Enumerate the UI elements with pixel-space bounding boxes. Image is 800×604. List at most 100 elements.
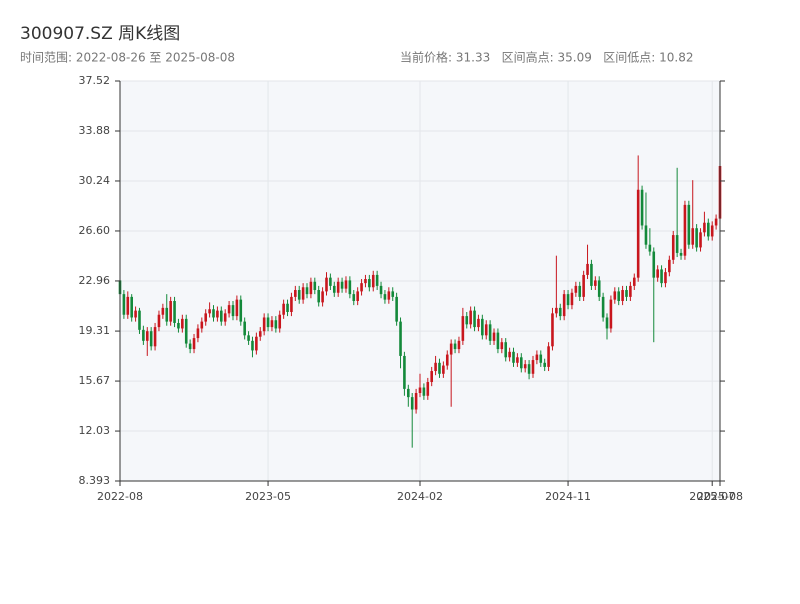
candle-body [558, 307, 562, 317]
y-tick-label: 15.67 [79, 374, 111, 387]
candle-body [321, 291, 324, 303]
candle-body [371, 274, 375, 288]
candle-body [469, 310, 472, 325]
candle-body [683, 204, 687, 256]
candle-body [126, 296, 130, 315]
candle-body [173, 301, 176, 323]
candle-body [192, 338, 196, 350]
candle-body [660, 269, 663, 284]
candle-body [512, 351, 515, 363]
candle-body [578, 285, 582, 297]
candle-body [278, 314, 282, 329]
candle-body [181, 318, 184, 329]
chart-title: 300907.SZ 周K线图 [20, 24, 180, 44]
candle-body [656, 269, 659, 278]
x-tick-label: 2023-05 [245, 490, 291, 503]
candle-body [594, 280, 597, 286]
candle-body [395, 296, 398, 322]
candle-body [153, 327, 157, 347]
candle-body [309, 281, 313, 295]
candle-body [613, 291, 617, 300]
x-tick-label: 2025-08 [697, 490, 743, 503]
candle-body [325, 277, 328, 292]
candle-body [352, 294, 356, 302]
candle-body [149, 331, 153, 347]
candle-body [586, 263, 589, 275]
candle-body [504, 342, 508, 358]
candle-body [434, 362, 437, 372]
candle-body [157, 314, 161, 328]
candle-body [145, 331, 149, 341]
candle-body [597, 280, 601, 297]
candle-body [297, 290, 301, 300]
candle-body [668, 259, 671, 273]
candle-body [527, 364, 531, 374]
candle-body [625, 290, 628, 297]
candle-body [675, 235, 679, 253]
candle-body [196, 328, 200, 339]
candle-body [407, 388, 410, 398]
candle-body [473, 310, 476, 328]
candle-body [348, 280, 352, 295]
candle-body [508, 351, 511, 358]
candle-body [492, 332, 496, 341]
candle-body [262, 317, 266, 332]
candle-body [449, 343, 453, 355]
candle-body [216, 310, 219, 318]
candle-body [130, 296, 133, 318]
candle-body [332, 285, 336, 293]
candle-body [270, 320, 274, 328]
candle-body [570, 292, 574, 306]
candle-body [231, 305, 235, 317]
candle-body [535, 354, 539, 361]
candle-body [445, 354, 449, 366]
y-tick-label: 19.31 [79, 324, 111, 337]
candle-body [134, 310, 137, 318]
candle-body [562, 294, 566, 317]
candle-body [313, 281, 317, 291]
candle-body [531, 360, 535, 374]
candle-body [422, 387, 426, 396]
candle-body [664, 272, 667, 284]
candle-body [496, 332, 500, 350]
candle-body [282, 303, 285, 315]
candle-body [383, 294, 387, 300]
candle-body [161, 307, 165, 315]
candle-body [609, 299, 613, 329]
candle-body [286, 303, 289, 312]
candle-body [695, 228, 698, 248]
candle-body [442, 365, 445, 374]
candle-body [605, 317, 609, 329]
candle-body [266, 317, 270, 328]
candle-body [457, 340, 461, 350]
candle-body [519, 357, 523, 369]
candle-body [671, 235, 675, 260]
candle-body [379, 285, 383, 295]
candle-body [617, 291, 621, 302]
candle-body [169, 301, 172, 322]
y-tick-label: 22.96 [79, 274, 111, 287]
y-tick-label: 26.60 [79, 224, 111, 237]
candle-body [539, 354, 543, 363]
candle-body [629, 285, 632, 297]
candle-body [699, 232, 702, 248]
candle-body [516, 357, 519, 363]
candle-body [403, 355, 406, 389]
candle-body [703, 222, 706, 233]
price-info: 当前价格: 31.33 区间高点: 35.09 区间低点: 10.82 [400, 50, 694, 65]
candle-body [590, 263, 593, 286]
candle-body [204, 313, 208, 322]
candle-body [644, 225, 648, 245]
candle-body [418, 387, 422, 394]
candle-body [255, 336, 258, 351]
candle-body [582, 274, 585, 297]
candle-body [188, 343, 192, 350]
candle-body [290, 296, 293, 312]
x-tick-label: 2025-07 [689, 490, 735, 503]
candle-body [274, 320, 278, 329]
y-tick-label: 12.03 [79, 424, 111, 437]
candle-body [177, 322, 180, 329]
candle-body [317, 290, 321, 303]
x-tick-label: 2022-08 [97, 490, 143, 503]
candle-body [301, 287, 305, 300]
